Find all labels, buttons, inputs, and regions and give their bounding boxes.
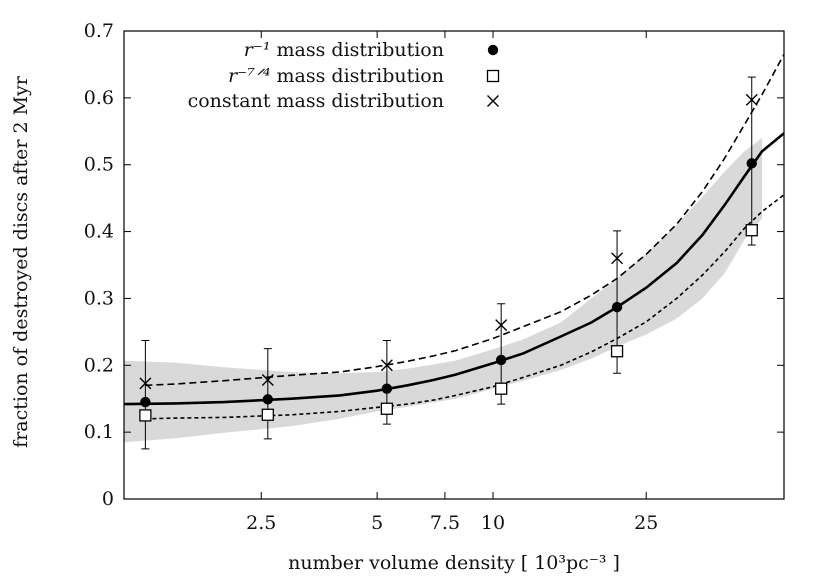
data-point-open-square-3 bbox=[495, 382, 508, 395]
legend-marker-open-square bbox=[486, 69, 500, 83]
legend-entry-text: constant mass distribution bbox=[188, 90, 444, 112]
legend-entry-math: r⁻⁷ᐟ⁴ bbox=[228, 65, 276, 87]
legend-entry-label: r⁻¹ mass distribution bbox=[244, 39, 444, 61]
y-tick-label: 0 bbox=[102, 488, 114, 510]
y-tick-label: 0.5 bbox=[84, 154, 114, 176]
data-point-cross-0 bbox=[139, 377, 152, 390]
legend-marker-cross bbox=[487, 95, 499, 107]
fit-curve-layer bbox=[123, 54, 785, 420]
data-point-cross-5 bbox=[745, 93, 758, 106]
legend-entry-label: constant mass distribution bbox=[188, 90, 444, 112]
legend-entry-text: mass distribution bbox=[277, 65, 444, 87]
x-tick-label: 25 bbox=[634, 512, 658, 534]
error-bar-2-0 bbox=[141, 340, 150, 450]
data-point-cross-1 bbox=[261, 373, 274, 386]
x-tick-label: 7.5 bbox=[430, 512, 460, 534]
error-bar-2-1 bbox=[263, 348, 272, 440]
legend-entry-label: r⁻⁷ᐟ⁴ mass distribution bbox=[228, 65, 444, 87]
x-tick-label: 2.5 bbox=[246, 512, 276, 534]
fit-curve-dashed bbox=[145, 54, 785, 387]
y-tick-label: 0.3 bbox=[84, 287, 114, 309]
confidence-band bbox=[124, 138, 763, 443]
y-axis-label: fraction of destroyed discs after 2 Myr bbox=[10, 75, 32, 448]
data-point-cross-3 bbox=[495, 319, 508, 332]
x-axis-label: number volume density [ 10³pc⁻³ ] bbox=[288, 552, 620, 574]
y-tick-label: 0.1 bbox=[84, 421, 114, 443]
data-point-filled-circle-4 bbox=[611, 301, 623, 313]
legend-entry-text: mass distribution bbox=[277, 39, 444, 61]
fit-curve-solid bbox=[123, 132, 785, 406]
confidence-band-layer bbox=[124, 138, 763, 443]
tick-layer: 0 0.1 0.2 0.3 0.4 0.5 0.6 0.7 2.5 5 7.5 10 25 bbox=[84, 20, 784, 534]
legend-marker-filled-circle bbox=[487, 44, 499, 56]
data-point-filled-circle-5 bbox=[746, 158, 757, 169]
data-point-filled-circle-2 bbox=[381, 383, 393, 394]
axes-frame bbox=[123, 30, 785, 500]
fit-curve-dotted bbox=[145, 194, 785, 420]
data-point-open-square-2 bbox=[380, 402, 394, 415]
y-tick-label: 0.7 bbox=[84, 20, 114, 42]
data-point-filled-circle-1 bbox=[262, 394, 274, 405]
marker-layer bbox=[139, 93, 758, 422]
x-tick-label: 10 bbox=[481, 512, 505, 534]
data-point-cross-2 bbox=[380, 359, 393, 372]
data-point-open-square-0 bbox=[139, 409, 152, 422]
y-tick-label: 0.6 bbox=[84, 87, 114, 109]
error-bar-layer bbox=[141, 76, 756, 450]
legend-entry-math: r⁻¹ bbox=[244, 39, 277, 61]
y-tick-label: 0.2 bbox=[84, 354, 114, 376]
data-point-filled-circle-3 bbox=[495, 354, 507, 366]
data-point-filled-circle-0 bbox=[140, 396, 151, 408]
data-point-open-square-1 bbox=[261, 408, 274, 421]
x-tick-label: 5 bbox=[371, 512, 383, 534]
data-point-cross-4 bbox=[611, 252, 624, 265]
y-tick-label: 0.4 bbox=[84, 221, 114, 243]
plot-frame bbox=[123, 30, 785, 500]
data-point-open-square-4 bbox=[610, 345, 624, 358]
data-point-open-square-5 bbox=[745, 224, 758, 237]
